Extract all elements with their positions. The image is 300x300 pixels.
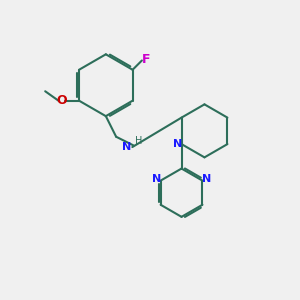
Text: N: N [173, 139, 183, 149]
Text: F: F [142, 52, 150, 65]
Text: O: O [56, 94, 67, 107]
Text: N: N [152, 174, 161, 184]
Text: H: H [135, 136, 142, 146]
Text: N: N [122, 142, 132, 152]
Text: N: N [202, 174, 212, 184]
